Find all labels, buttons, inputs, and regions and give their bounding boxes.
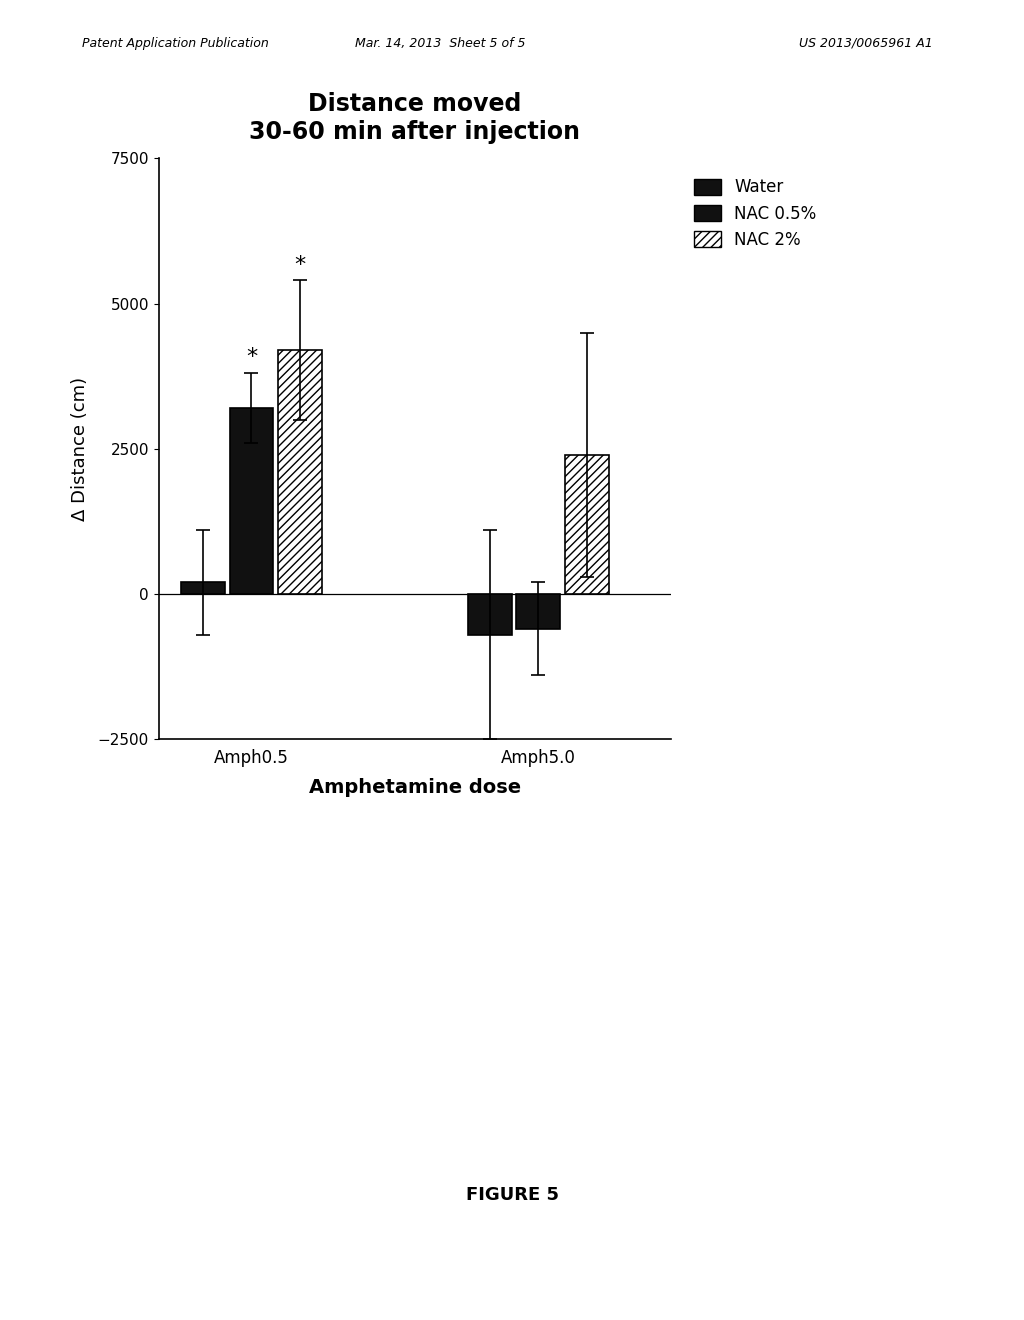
Text: *: * [246,347,257,367]
Title: Distance moved
30-60 min after injection: Distance moved 30-60 min after injection [249,92,581,144]
Legend: Water, NAC 0.5%, NAC 2%: Water, NAC 0.5%, NAC 2% [694,178,817,249]
Text: Mar. 14, 2013  Sheet 5 of 5: Mar. 14, 2013 Sheet 5 of 5 [355,37,525,50]
Text: Patent Application Publication: Patent Application Publication [82,37,268,50]
Bar [468,594,512,635]
Bar [229,408,273,594]
Bar [181,582,224,594]
Bar [565,454,608,594]
Text: *: * [294,255,305,275]
Y-axis label: Δ Distance (cm): Δ Distance (cm) [72,376,89,521]
Text: US 2013/0065961 A1: US 2013/0065961 A1 [799,37,933,50]
X-axis label: Amphetamine dose: Amphetamine dose [308,777,521,797]
Text: FIGURE 5: FIGURE 5 [466,1185,558,1204]
Bar [279,350,322,594]
Bar [516,594,560,628]
